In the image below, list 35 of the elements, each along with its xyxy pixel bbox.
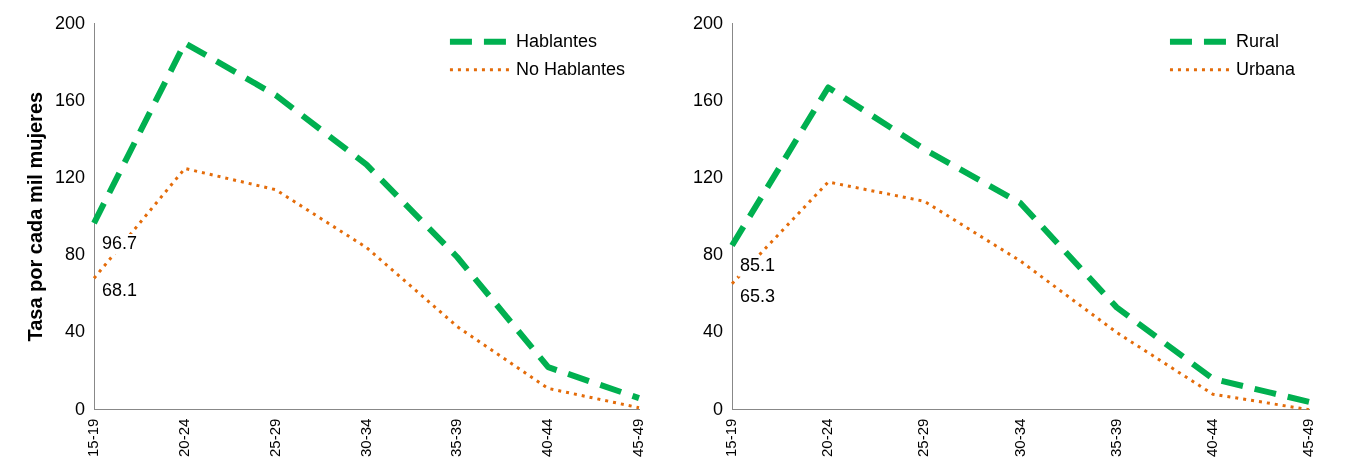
x-tick-label: 45-49 xyxy=(1299,418,1317,458)
x-tick-label: 45-49 xyxy=(629,418,647,458)
y-axis-title: Tasa por cada mil mujeres xyxy=(23,91,46,342)
x-tick-label: 20-24 xyxy=(818,418,836,458)
legend-label: No Hablantes xyxy=(515,58,626,79)
data-label: 65.3 xyxy=(740,285,776,306)
y-tick-label: 0 xyxy=(75,398,86,419)
y-tick-label: 160 xyxy=(692,89,724,110)
x-tick-label: 25-29 xyxy=(265,418,283,458)
y-tick-label: 160 xyxy=(54,89,86,110)
y-tick-label: 80 xyxy=(65,244,86,265)
y-tick-label: 200 xyxy=(692,12,724,33)
y-tick-label: 0 xyxy=(713,398,724,419)
y-tick-label: 80 xyxy=(703,244,724,265)
x-tick-label: 25-29 xyxy=(914,418,932,458)
y-tick-label: 120 xyxy=(692,167,724,188)
y-tick-label: 40 xyxy=(65,321,86,342)
y-tick-label: 120 xyxy=(54,167,86,188)
x-tick-label: 30-34 xyxy=(356,418,374,458)
x-tick-label: 35-39 xyxy=(447,418,465,458)
legend-label: Urbana xyxy=(1235,58,1296,79)
x-tick-label: 20-24 xyxy=(175,418,192,458)
x-tick-label: 35-39 xyxy=(1106,418,1124,458)
x-tick-label: 15-19 xyxy=(722,418,740,458)
x-tick-label: 30-34 xyxy=(1010,418,1028,458)
x-tick-label: 40-44 xyxy=(1202,418,1220,458)
data-label: 68.1 xyxy=(102,280,138,301)
legend-label: Hablantes xyxy=(515,30,597,51)
legend-label: Rural xyxy=(1235,30,1279,51)
data-label: 85.1 xyxy=(740,255,776,276)
y-tick-label: 40 xyxy=(703,321,724,342)
x-tick-label: 15-19 xyxy=(84,418,102,458)
y-tick-label: 200 xyxy=(54,12,86,33)
x-tick-label: 40-44 xyxy=(538,418,556,458)
data-label: 96.7 xyxy=(102,233,138,254)
